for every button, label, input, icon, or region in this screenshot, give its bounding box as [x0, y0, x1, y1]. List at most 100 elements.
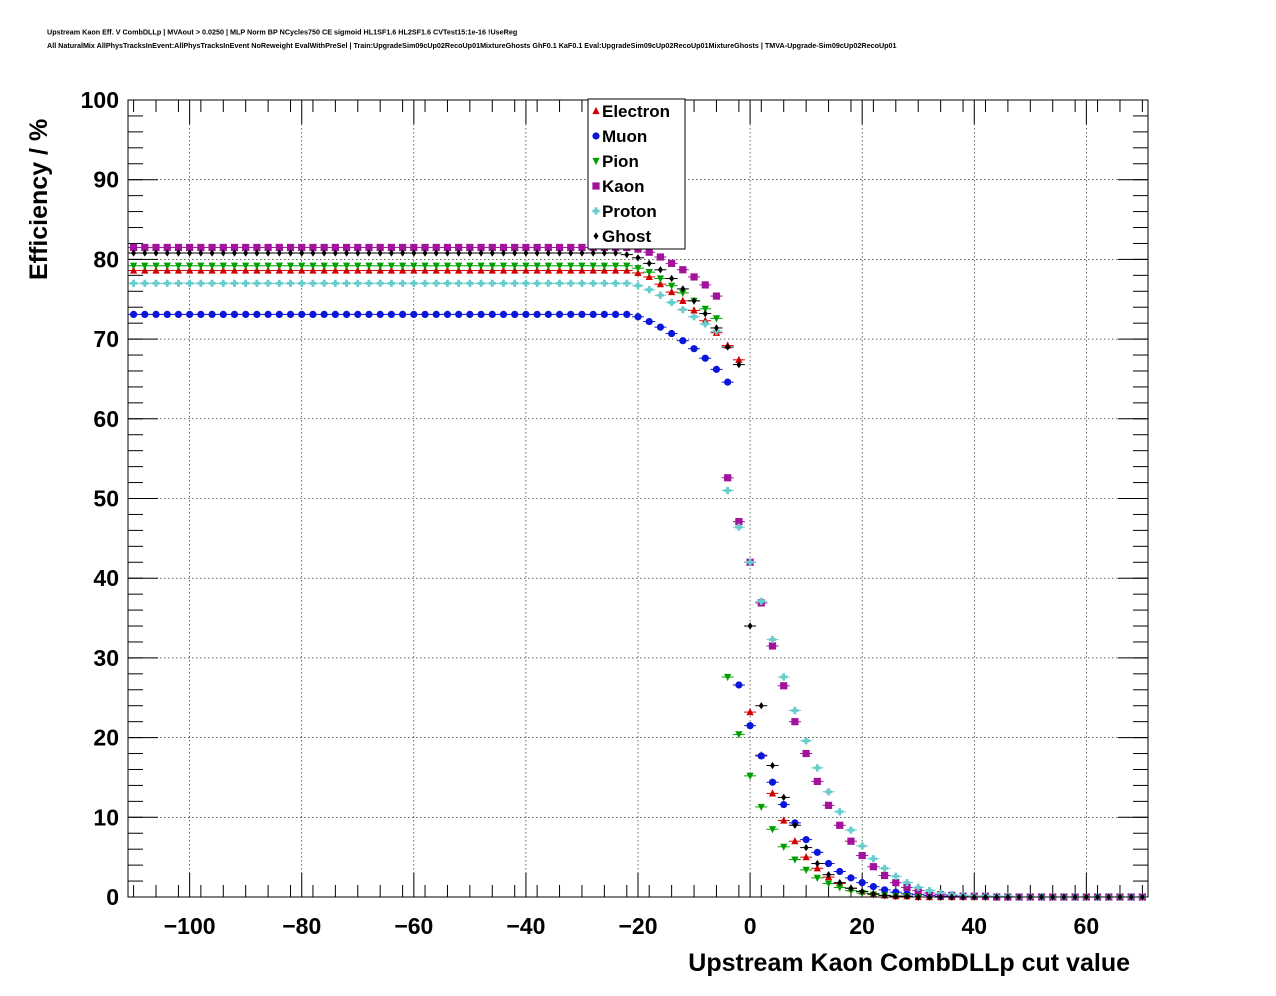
data-point-ghost — [635, 254, 641, 262]
data-point-proton — [578, 279, 586, 287]
data-point-ghost — [713, 324, 719, 332]
data-point-muon — [813, 848, 821, 856]
data-point-proton — [522, 279, 530, 287]
data-point-proton — [903, 879, 911, 887]
data-point-ghost — [702, 309, 708, 318]
data-point-pion — [186, 262, 194, 270]
data-point-electron — [432, 266, 440, 274]
data-point-pion — [757, 803, 765, 812]
legend-label-pion: Pion — [602, 152, 639, 171]
data-point-proton — [567, 279, 575, 287]
data-point-muon — [376, 310, 384, 318]
data-point-muon — [230, 310, 239, 318]
data-point-pion — [533, 262, 541, 270]
data-point-pion — [611, 262, 620, 270]
data-point-muon — [544, 310, 552, 318]
data-point-proton — [488, 279, 496, 287]
data-point-kaon — [836, 821, 844, 829]
data-point-muon — [611, 310, 620, 318]
data-point-ghost — [444, 249, 450, 257]
data-point-muon — [342, 310, 351, 318]
x-tick-label: 40 — [961, 913, 987, 939]
data-point-muon — [724, 378, 732, 386]
data-point-muon — [656, 323, 665, 331]
data-point-kaon — [455, 243, 463, 252]
data-point-ghost — [187, 249, 193, 257]
legend-marker-electron — [592, 106, 600, 115]
data-point-muon — [130, 310, 138, 318]
legend-label-electron: Electron — [602, 102, 670, 121]
data-point-ghost — [646, 259, 652, 267]
data-point-ghost — [422, 249, 428, 257]
data-point-muon — [163, 310, 171, 318]
data-point-muon — [488, 310, 496, 318]
legend: Electron Muon Pion Kaon Proton Ghost — [587, 98, 686, 250]
x-tick-label: −60 — [394, 913, 433, 939]
data-point-pion — [376, 262, 384, 270]
data-point-muon — [477, 310, 485, 318]
data-point-proton — [197, 279, 205, 287]
y-tick-labels: 0 10 20 30 40 50 60 70 80 90 100 — [81, 87, 119, 910]
data-point-ghost — [848, 884, 854, 892]
data-point-pion — [443, 262, 452, 270]
y-tick-label: 10 — [93, 804, 119, 830]
data-point-kaon — [813, 777, 821, 786]
data-point-pion — [836, 884, 844, 892]
data-point-electron — [634, 268, 642, 277]
data-point-ghost — [747, 622, 753, 630]
data-point-pion — [387, 262, 396, 270]
data-point-ghost — [523, 249, 529, 257]
data-point-muon — [197, 310, 205, 318]
data-point-electron — [466, 266, 474, 274]
data-point-kaon — [869, 863, 877, 871]
data-point-proton — [533, 279, 541, 287]
y-tick-label: 50 — [93, 486, 119, 512]
legend-label-ghost: Ghost — [602, 227, 651, 246]
data-point-ghost — [142, 249, 148, 257]
data-point-proton — [937, 889, 945, 897]
data-point-muon — [690, 345, 698, 353]
data-point-kaon — [320, 243, 328, 252]
y-tick-label: 0 — [106, 884, 119, 910]
data-point-electron — [275, 266, 283, 274]
data-point-kaon — [690, 273, 698, 281]
data-point-proton — [813, 764, 821, 772]
data-point-electron — [555, 266, 564, 274]
x-tick-label: −40 — [506, 913, 545, 939]
data-point-ghost — [276, 249, 282, 257]
data-point-ghost — [601, 249, 607, 257]
data-point-proton — [634, 282, 642, 290]
data-point-ghost — [388, 249, 394, 257]
data-point-proton — [163, 279, 171, 287]
data-point-electron — [802, 853, 810, 861]
data-point-muon — [634, 313, 642, 321]
data-point-muon — [387, 310, 396, 318]
x-axis-title: Upstream Kaon CombDLLp cut value — [688, 949, 1130, 977]
data-point-kaon — [768, 642, 777, 650]
data-point-proton — [174, 279, 183, 287]
data-point-proton — [690, 313, 698, 321]
data-point-ghost — [153, 249, 159, 257]
data-point-electron — [141, 266, 149, 274]
data-point-ghost — [624, 251, 630, 259]
data-point-proton — [399, 279, 407, 287]
data-point-ghost — [590, 249, 596, 257]
data-point-pion — [522, 262, 530, 270]
y-tick-label: 30 — [93, 645, 119, 671]
data-point-muon — [320, 310, 328, 318]
data-point-ghost — [366, 249, 372, 257]
data-point-muon — [331, 310, 339, 318]
data-point-electron — [186, 266, 194, 274]
data-point-muon — [802, 836, 810, 844]
data-point-ghost — [478, 249, 484, 257]
data-point-electron — [578, 266, 586, 274]
data-point-pion — [365, 262, 373, 270]
data-point-ghost — [736, 361, 742, 369]
data-point-proton — [208, 279, 216, 287]
data-point-kaon — [824, 801, 833, 809]
y-tick-label: 80 — [93, 246, 119, 272]
data-point-electron — [130, 266, 138, 274]
data-point-muon — [836, 867, 844, 876]
data-point-electron — [342, 266, 351, 274]
data-point-ghost — [198, 249, 204, 257]
